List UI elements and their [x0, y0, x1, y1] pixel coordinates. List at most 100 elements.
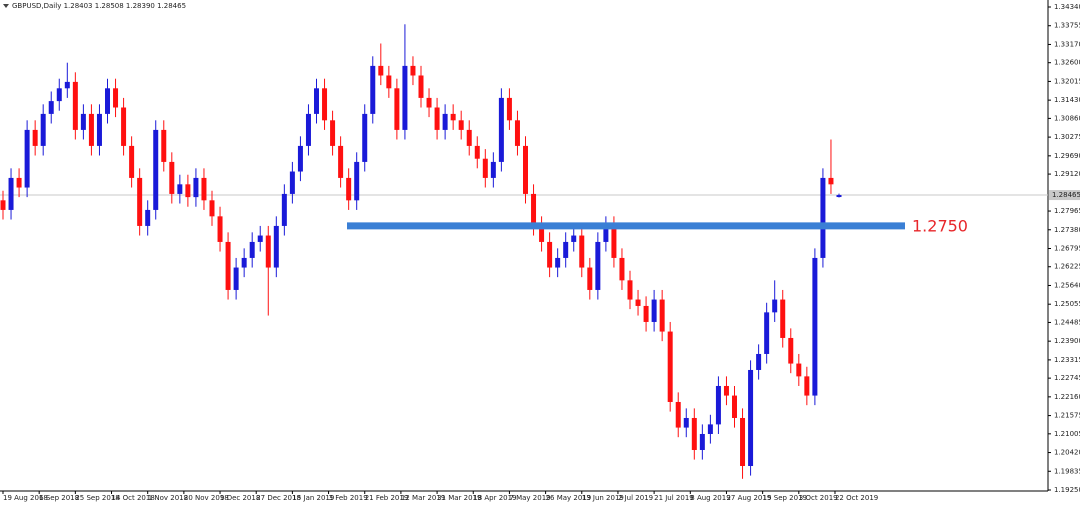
candle-body: [498, 97, 504, 162]
candle-body: [354, 161, 360, 201]
y-tick-label: 1.25640: [1054, 281, 1080, 289]
candle-body: [796, 363, 802, 377]
y-tick-label: 1.32015: [1054, 77, 1080, 85]
y-tick-label: 1.33170: [1054, 40, 1080, 48]
candle-body: [707, 424, 713, 434]
candle-body: [571, 235, 577, 242]
candle-body: [627, 280, 633, 300]
y-tick-label: 1.29690: [1054, 152, 1080, 160]
chart-title: GBPUSD,Daily 1.28403 1.28508 1.28390 1.2…: [12, 2, 186, 10]
candle-body: [113, 88, 119, 108]
candle-body: [314, 88, 319, 114]
candle-body: [169, 161, 175, 194]
y-tick-label: 1.24485: [1054, 318, 1080, 326]
current-price-label: 1.28465: [1052, 191, 1080, 199]
y-tick-label: 1.34340: [1054, 3, 1080, 11]
x-tick-label: 8 Aug 2019: [690, 494, 730, 502]
x-tick-label: 21 Jul 2019: [654, 494, 694, 502]
x-tick-label: 3 Feb 2019: [329, 494, 368, 502]
candle-body: [394, 88, 400, 130]
candle-body: [378, 65, 384, 76]
candle-body: [740, 417, 746, 466]
candle-body: [595, 241, 601, 290]
candle-body: [121, 107, 127, 146]
candle-body: [579, 235, 585, 268]
candle-body: [547, 241, 553, 268]
candle-body: [699, 433, 705, 450]
candle-body: [780, 299, 786, 338]
candle-body: [32, 129, 38, 146]
candle-body: [145, 209, 151, 226]
current-price-box: [1049, 190, 1080, 201]
candle-body: [249, 241, 255, 258]
x-tick-label: 27 Aug 2019: [726, 494, 771, 502]
candle-body: [338, 145, 344, 178]
candle-body: [820, 177, 826, 258]
candle-body: [161, 129, 167, 162]
x-tick-label: 27 Dec 2018: [256, 494, 301, 502]
candle-body: [434, 107, 440, 130]
candle-body: [56, 88, 62, 102]
y-tick-label: 1.30860: [1054, 114, 1080, 122]
candle-body: [137, 177, 143, 226]
candle-body: [764, 312, 770, 354]
candle-body: [756, 353, 762, 370]
candle-body: [217, 216, 223, 242]
candle-body: [289, 171, 295, 194]
candle-body: [828, 177, 834, 185]
candle-body: [201, 177, 207, 201]
candle-body: [257, 235, 263, 242]
y-tick-label: 1.22745: [1054, 374, 1080, 382]
candle-body: [233, 267, 239, 290]
candle-body: [105, 88, 110, 114]
candle-body: [40, 113, 46, 146]
candle-body: [24, 129, 30, 188]
candle-body: [265, 235, 271, 268]
x-tick-label: 9 Dec 2018: [220, 494, 260, 502]
candle-body: [482, 158, 488, 178]
x-tick-label: 20 Nov 2018: [184, 494, 229, 502]
candle-body: [209, 200, 215, 217]
x-tick-label: 18 Apr 2019: [473, 494, 516, 502]
menu-arrow[interactable]: [3, 4, 9, 8]
candle-body: [619, 257, 625, 281]
candle-body: [177, 184, 183, 194]
candle-body: [772, 299, 778, 313]
candle-body: [804, 376, 810, 396]
candle-body: [723, 385, 729, 396]
y-tick-label: 1.21005: [1054, 430, 1080, 438]
candle-body: [370, 65, 376, 114]
x-tick-label: 7 May 2019: [509, 494, 550, 502]
candle-body: [48, 101, 54, 114]
candle-body: [153, 129, 159, 210]
y-tick-label: 1.23900: [1054, 337, 1080, 345]
x-tick-label: 2 Jul 2019: [618, 494, 653, 502]
candle-body: [812, 257, 818, 396]
x-tick-label: 12 Mar 2019: [401, 494, 445, 502]
candle-body: [732, 395, 737, 418]
candle-body: [346, 177, 352, 201]
candle-body: [643, 305, 649, 322]
candle-body: [635, 299, 641, 306]
candle-body: [667, 331, 673, 402]
candle-body: [16, 177, 22, 188]
candle-body: [450, 113, 456, 121]
candle-body: [539, 225, 545, 242]
y-tick-label: 1.26795: [1054, 245, 1080, 253]
candle-body: [715, 385, 721, 425]
candle-body: [0, 200, 6, 210]
candle-body: [523, 145, 528, 194]
candle-body: [587, 267, 593, 290]
candle-body: [96, 113, 102, 146]
candle-body: [426, 97, 432, 108]
y-tick-label: 1.22160: [1054, 393, 1080, 401]
x-tick-label: 13 Jun 2019: [582, 494, 624, 502]
x-tick-label: 1 Nov 2018: [148, 494, 188, 502]
y-tick-label: 1.25055: [1054, 300, 1080, 308]
y-tick-label: 1.21575: [1054, 412, 1080, 420]
x-tick-label: 15 Sep 2019: [763, 494, 807, 502]
candle-body: [322, 88, 328, 121]
x-tick-label: 6 Sep 2018: [39, 494, 79, 502]
candle-body: [675, 401, 681, 428]
